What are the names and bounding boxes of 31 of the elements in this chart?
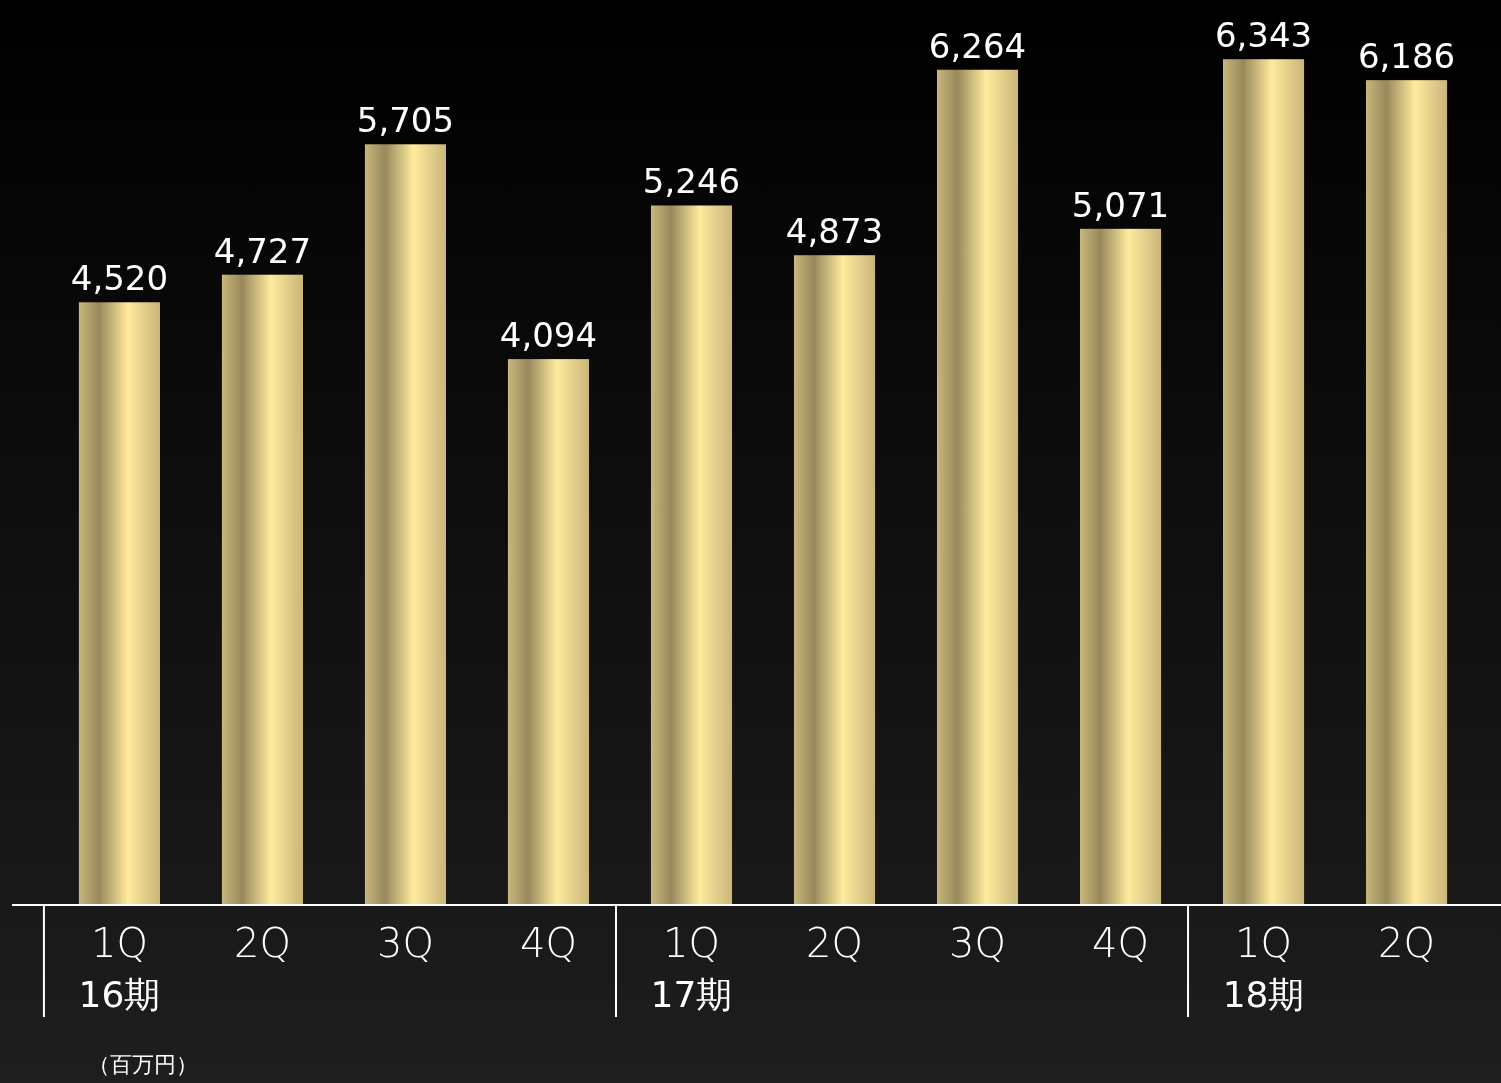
data-label: 5,071	[1071, 184, 1170, 225]
x-tick-label: 2Q	[233, 920, 291, 966]
x-tick-label: 4Q	[1092, 920, 1149, 966]
bar	[1366, 80, 1448, 905]
x-tick-label: 3Q	[377, 920, 434, 966]
x-tick-label: 2Q	[806, 920, 863, 966]
x-tick-label: 1Q 18期	[1222, 920, 1305, 1015]
data-label: 6,343	[1214, 15, 1313, 56]
bar	[793, 255, 876, 905]
bar	[1223, 59, 1305, 905]
text: （百万円）	[88, 1052, 198, 1077]
data-label: 6,264	[928, 25, 1027, 66]
bar	[221, 274, 303, 905]
data-label: 5,246	[642, 161, 741, 202]
x-tick-label: 1Q 17期	[650, 920, 733, 1015]
data-label: 5,705	[356, 100, 455, 141]
bar	[650, 205, 733, 905]
x-tick-label: 2Q	[1378, 920, 1436, 966]
data-label: 6,186	[1357, 36, 1456, 77]
bar	[364, 144, 447, 905]
x-tick-label: 1Q 16期	[78, 920, 161, 1015]
bar	[78, 302, 160, 905]
data-label: 4,094	[499, 315, 598, 356]
bar	[507, 359, 590, 905]
x-tick-label: 3Q	[949, 920, 1006, 966]
data-label: 4,873	[785, 211, 884, 252]
bar	[936, 69, 1019, 905]
data-label: 4,520	[70, 258, 169, 299]
x-tick-label: 4Q	[520, 920, 577, 966]
data-label: 4,727	[213, 230, 312, 271]
bar	[1079, 228, 1162, 905]
